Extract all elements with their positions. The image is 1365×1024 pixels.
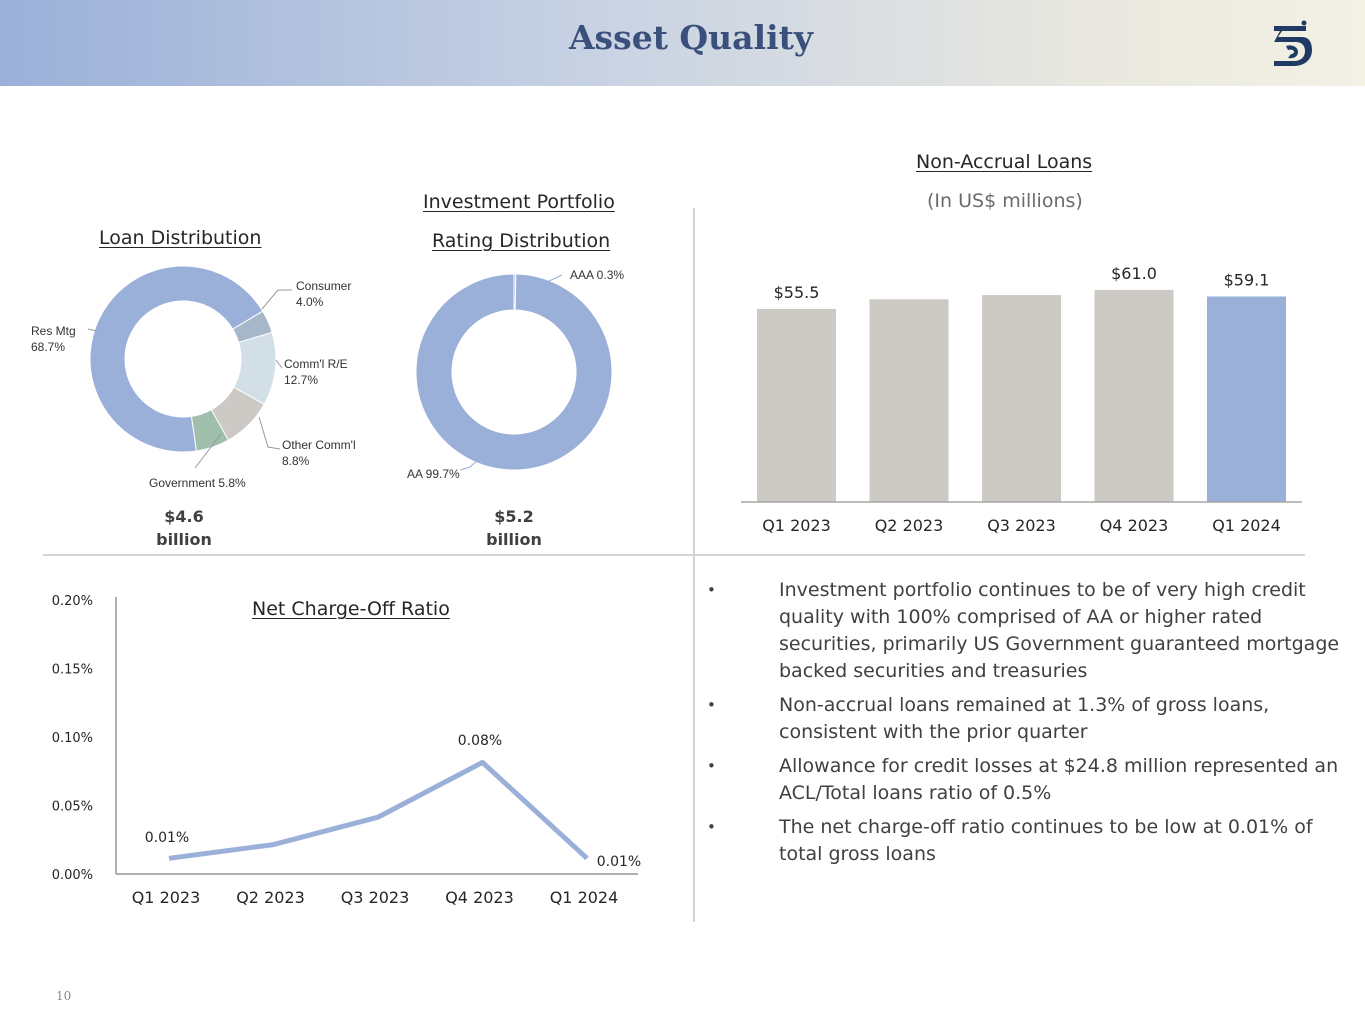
bar-q4-2023 bbox=[1094, 289, 1174, 502]
label-government: Government 5.8% bbox=[149, 476, 246, 490]
label-comm-re-pct: 12.7% bbox=[284, 373, 319, 387]
label-comm-re-name: Comm'l R/E bbox=[284, 357, 348, 371]
bar-q1-2024 bbox=[1207, 296, 1286, 502]
label-comm-re: Comm'l R/E 12.7% bbox=[284, 356, 348, 388]
loan-total-amount: $4.6 bbox=[164, 507, 204, 526]
loan-leader-res-mtg bbox=[87, 328, 98, 332]
non-accrual-subtitle: (In US$ millions) bbox=[927, 190, 1083, 212]
bar-data-label: $61.0 bbox=[1111, 264, 1157, 283]
investment-slice-aa bbox=[415, 273, 613, 471]
bullet-dot: • bbox=[707, 696, 716, 714]
line-y-tick-label: 0.00% bbox=[52, 868, 93, 883]
loan-total: $4.6 billion bbox=[124, 505, 244, 551]
bar-category-label: Q4 2023 bbox=[1100, 516, 1169, 535]
investment-title-line2: Rating Distribution bbox=[432, 230, 611, 252]
label-res-mtg-name: Res Mtg bbox=[31, 324, 76, 338]
label-consumer-pct: 4.0% bbox=[296, 295, 324, 309]
page-title: Asset Quality bbox=[568, 18, 814, 57]
loan-slice-res-mtg bbox=[89, 265, 264, 453]
bullet-text: Non-accrual loans remained at 1.3% of gr… bbox=[779, 694, 1270, 743]
line-y-tick-label: 0.10% bbox=[52, 731, 93, 746]
investment-title-line1: Investment Portfolio bbox=[423, 191, 615, 213]
line-x-tick-label: Q3 2023 bbox=[341, 888, 410, 907]
bullet-item: • Investment portfolio continues to be of… bbox=[705, 577, 1355, 685]
loan-distribution-title: Loan Distribution bbox=[99, 227, 262, 249]
bar-category-label: Q2 2023 bbox=[875, 516, 944, 535]
label-consumer: Consumer 4.0% bbox=[296, 278, 351, 310]
line-x-tick-label: Q4 2023 bbox=[445, 888, 514, 907]
loan-slice-other-comm-l bbox=[210, 386, 265, 441]
investment-total-unit: billion bbox=[486, 530, 542, 549]
bullet-text: Allowance for credit losses at $24.8 mil… bbox=[779, 755, 1339, 804]
investment-slice-aaa bbox=[513, 273, 517, 311]
loan-leader-comm-re bbox=[275, 359, 283, 369]
label-consumer-name: Consumer bbox=[296, 279, 352, 293]
label-res-mtg: Res Mtg 68.7% bbox=[31, 323, 76, 355]
loan-slice-government bbox=[190, 408, 230, 452]
label-other-comm: Other Comm'l 8.8% bbox=[282, 437, 356, 469]
horizontal-divider bbox=[43, 554, 1305, 556]
net-charge-off-title: Net Charge-Off Ratio bbox=[252, 598, 450, 620]
bar-q1-2023 bbox=[757, 308, 836, 502]
label-other-comm-pct: 8.8% bbox=[282, 454, 310, 468]
bar-data-label: $55.5 bbox=[774, 283, 820, 302]
label-other-comm-name: Other Comm'l bbox=[282, 438, 356, 452]
label-aaa: AAA 0.3% bbox=[570, 268, 625, 282]
line-data-label: 0.08% bbox=[458, 733, 502, 749]
loan-slice-comm-l-r-e bbox=[232, 331, 277, 405]
loan-leader-government bbox=[194, 433, 222, 469]
investment-total-amount: $5.2 bbox=[494, 507, 534, 526]
commentary-bullets: • Investment portfolio continues to be of… bbox=[705, 577, 1355, 875]
bullet-text: Investment portfolio continues to be of … bbox=[779, 579, 1340, 682]
bar-q3-2023 bbox=[982, 295, 1061, 502]
bar-category-label: Q1 2023 bbox=[762, 516, 831, 535]
bar-category-label: Q1 2024 bbox=[1212, 516, 1281, 535]
header-banner bbox=[0, 0, 1365, 86]
line-data-label: 0.01% bbox=[597, 854, 641, 870]
bullet-item: • Allowance for credit losses at $24.8 mi… bbox=[705, 753, 1355, 807]
bar-data-label: $59.1 bbox=[1224, 270, 1270, 289]
investment-leader-aa bbox=[459, 459, 479, 471]
loan-leader-consumer bbox=[261, 289, 292, 310]
bullet-dot: • bbox=[707, 581, 716, 599]
label-res-mtg-pct: 68.7% bbox=[31, 340, 66, 354]
bar-q2-2023 bbox=[869, 299, 949, 502]
net-charge-off-series-line bbox=[168, 759, 589, 861]
line-x-tick-label: Q1 2024 bbox=[550, 888, 619, 907]
bullet-text: The net charge-off ratio continues to be… bbox=[779, 816, 1313, 865]
page-number: 10 bbox=[56, 989, 72, 1003]
bullet-item: • Non-accrual loans remained at 1.3% of g… bbox=[705, 692, 1355, 746]
vertical-divider bbox=[693, 208, 695, 922]
line-data-label: 0.01% bbox=[145, 830, 189, 846]
label-aa: AA 99.7% bbox=[407, 467, 460, 481]
loan-slice-consumer bbox=[232, 310, 273, 344]
non-accrual-title: Non-Accrual Loans bbox=[916, 151, 1093, 173]
loan-total-unit: billion bbox=[156, 530, 212, 549]
investment-leader-aaa bbox=[536, 274, 563, 314]
bank-logo-icon bbox=[1274, 20, 1312, 66]
line-y-tick-label: 0.15% bbox=[52, 663, 93, 678]
bullet-item: • The net charge-off ratio continues to b… bbox=[705, 814, 1355, 868]
line-x-tick-label: Q2 2023 bbox=[236, 888, 305, 907]
investment-total: $5.2 billion bbox=[454, 505, 574, 551]
bullet-dot: • bbox=[707, 757, 716, 775]
loan-leader-other-comm bbox=[258, 416, 281, 450]
line-y-tick-label: 0.20% bbox=[52, 594, 93, 609]
bullet-dot: • bbox=[707, 818, 716, 836]
bar-category-label: Q3 2023 bbox=[987, 516, 1056, 535]
line-x-tick-label: Q1 2023 bbox=[132, 888, 201, 907]
line-y-tick-label: 0.05% bbox=[52, 800, 93, 815]
